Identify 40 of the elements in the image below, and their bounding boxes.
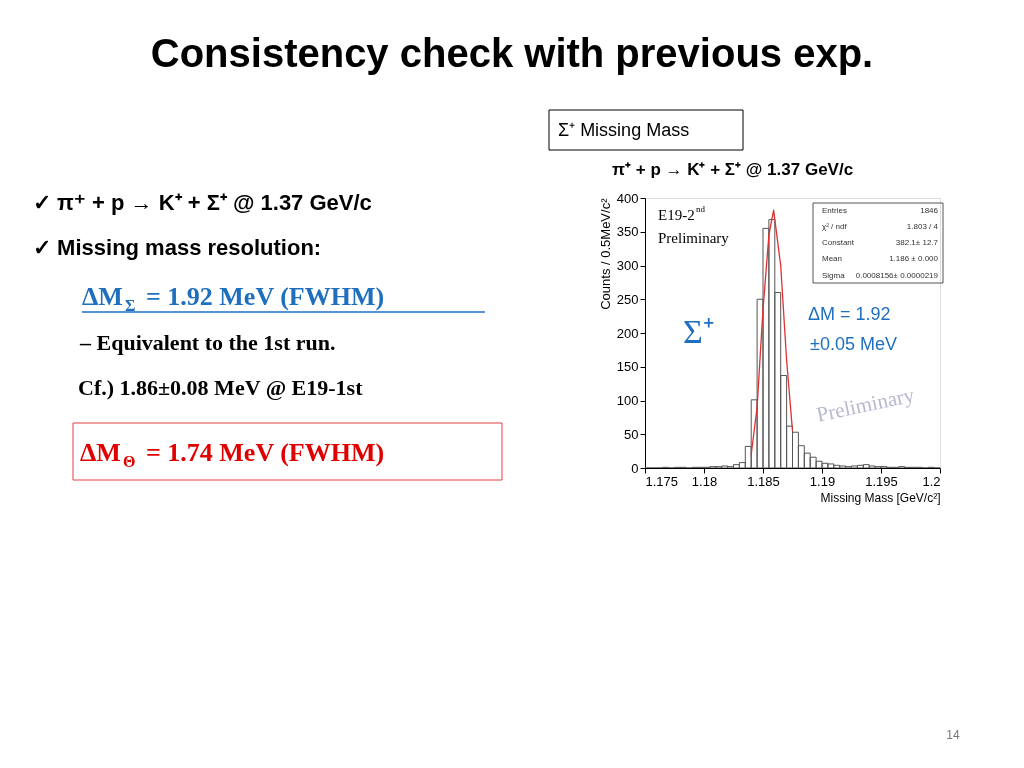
annotation: χ² / ndf: [822, 222, 848, 231]
annotation: Constant: [822, 238, 855, 247]
x-tick-label: 1.19: [809, 473, 836, 489]
annotation: ΔM = 1.92: [808, 304, 891, 324]
x-tick-label: 1.185: [747, 473, 780, 489]
chart-title: Consistency check with previous exp.: [150, 31, 874, 75]
annotation: Entries: [822, 206, 847, 215]
y-tick-label: 0: [631, 460, 639, 476]
x-tick-label: 1.18: [691, 473, 718, 489]
y-tick-label: 400: [616, 190, 639, 206]
y-tick-label: 50: [624, 426, 639, 442]
y-tick-label: 100: [616, 393, 639, 408]
annotation: Mean: [822, 254, 843, 263]
annotation: Sigma: [822, 271, 846, 280]
text: π⁺ + p → K⁺ + Σ⁺ @ 1.37 GeV/c: [612, 160, 854, 179]
y-tick-label: 350: [616, 224, 639, 240]
y-tick-label: 150: [616, 359, 639, 375]
annotation: Σ⁺: [683, 313, 714, 350]
text: – Equivalent to the 1st run.: [79, 330, 336, 355]
x-axis-title: Missing Mass [GeV/c²]: [820, 490, 941, 505]
x-tick-label: 1.195: [865, 473, 898, 489]
annotation: 382.1± 12.7: [895, 238, 939, 247]
text: Cf.) 1.86±0.08 MeV @ E19-1st: [78, 375, 364, 400]
x-tick-label: 1.2: [922, 473, 941, 489]
annotation: 1846: [920, 206, 939, 215]
y-tick-label: 250: [616, 291, 639, 307]
text: ✓ π⁺ + p → K⁺ + Σ⁺ @ 1.37 GeV/c: [33, 190, 372, 215]
text: ✓ Missing mass resolution:: [33, 235, 322, 260]
annotation: ±0.05 MeV: [810, 334, 897, 354]
annotation: 0.0008156± 0.0000219: [855, 271, 939, 280]
y-tick-label: 200: [616, 325, 639, 341]
annotation: 1.803 / 4: [906, 222, 939, 231]
text: Σ⁺ Missing Mass: [558, 120, 690, 140]
y-axis-title: Counts / 0.5MeV/c²: [597, 197, 613, 310]
annotation: Preliminary: [658, 230, 730, 246]
annotation: 1.186 ± 0.000: [889, 254, 939, 263]
x-tick-label: 1.175: [645, 473, 679, 489]
text: 14: [946, 728, 960, 742]
annotation: Preliminary: [814, 382, 917, 427]
y-tick-label: 300: [616, 258, 639, 273]
